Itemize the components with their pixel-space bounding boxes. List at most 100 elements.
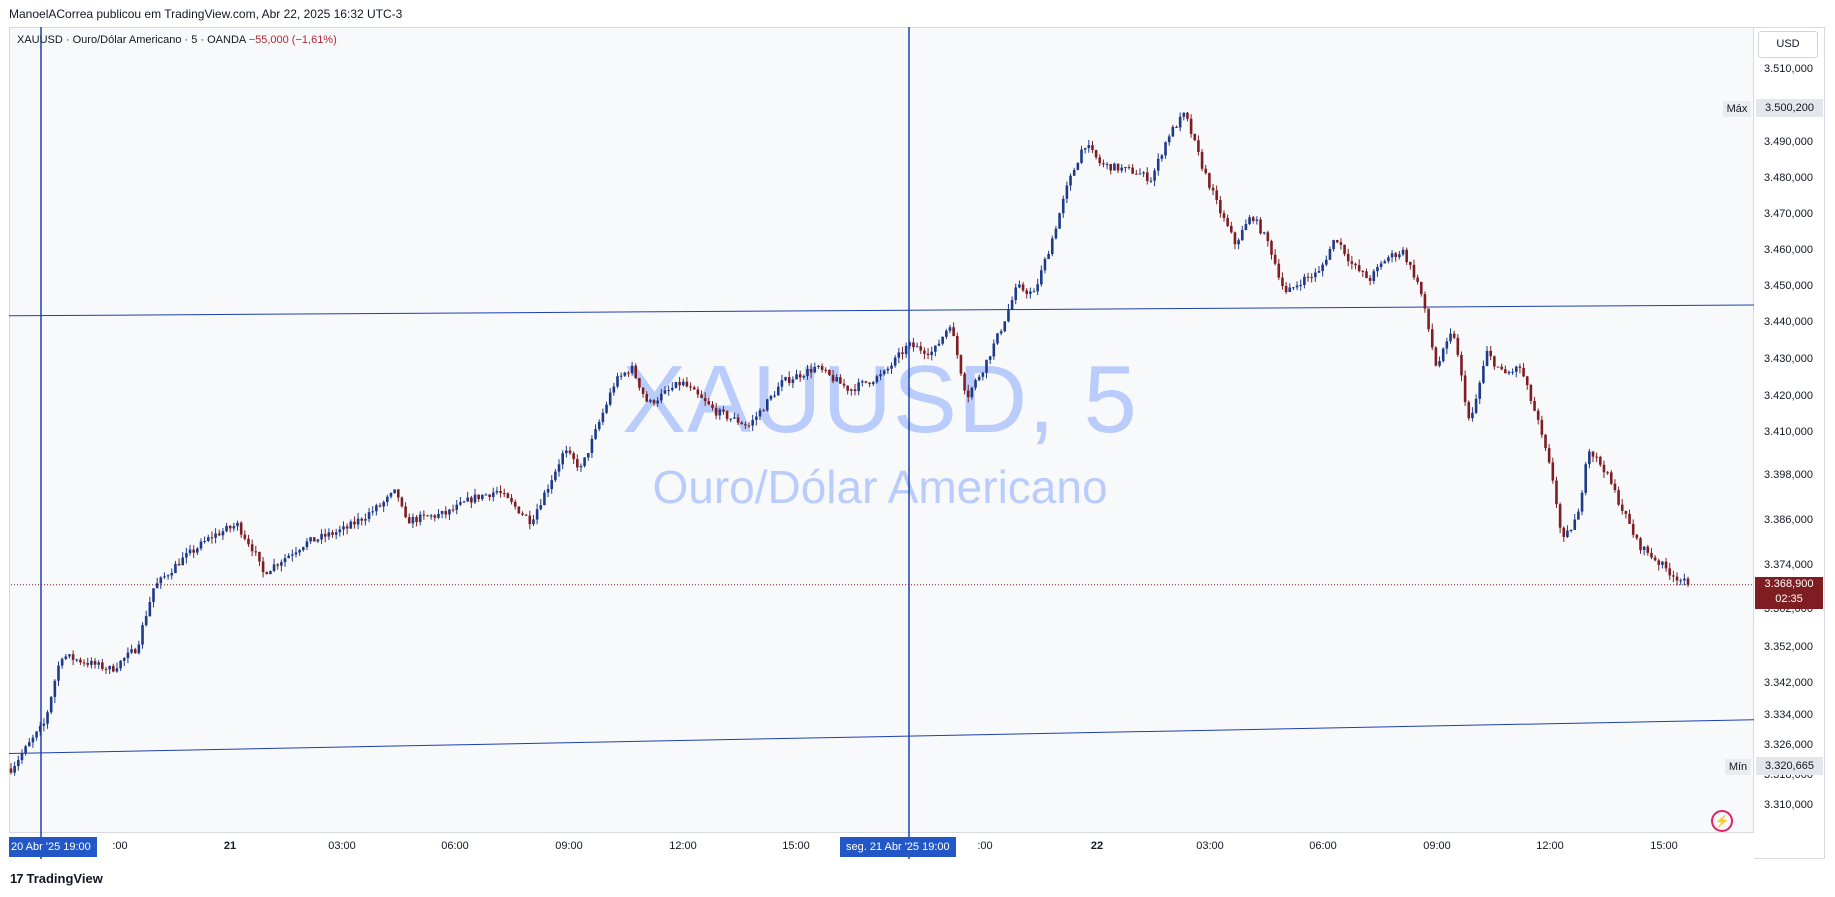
candle-body [974, 380, 977, 388]
lightning-icon[interactable]: ⚡ [1711, 810, 1733, 832]
candle-body [86, 663, 90, 665]
candle-body [1584, 464, 1587, 493]
candle-body [1087, 145, 1091, 149]
candle-body [605, 404, 608, 413]
candle-body [926, 353, 930, 356]
candle-body [1142, 172, 1145, 174]
candle-body [1599, 456, 1602, 465]
candle-body [1500, 366, 1503, 370]
candle-body [495, 491, 499, 493]
candle-body [1365, 271, 1368, 279]
candle-body [1620, 504, 1624, 511]
candle-body [736, 417, 740, 423]
candle-body [1040, 270, 1043, 285]
candle-body [1036, 284, 1039, 292]
candle-body [502, 492, 506, 494]
candle-body [524, 514, 528, 516]
candle-body [663, 390, 667, 394]
last-price-countdown: 02:35 [1775, 593, 1803, 605]
time-tick-label: 21 [223, 840, 237, 852]
candle-body [660, 393, 663, 401]
candle-body [955, 336, 959, 356]
candle-body [1653, 557, 1657, 561]
candle-body [1211, 187, 1215, 191]
candle-body [795, 374, 798, 380]
candle-body [535, 509, 539, 520]
candle-body [250, 544, 254, 552]
candle-body [842, 383, 846, 386]
candle-body [1631, 523, 1635, 535]
candle-body [1266, 232, 1270, 242]
min-value: 3.320,665 [1756, 757, 1823, 775]
candle-body [1555, 480, 1558, 505]
time-tick-label: 15:00 [1650, 840, 1678, 852]
candle-body [331, 532, 334, 535]
candle-body [13, 765, 16, 773]
candle-body [846, 385, 849, 391]
candle-body [594, 429, 597, 439]
candle-body [1343, 244, 1346, 254]
currency-button[interactable]: USD [1758, 31, 1818, 58]
candle-body [269, 570, 272, 575]
candle-body [1164, 142, 1167, 156]
candle-body [1525, 376, 1529, 386]
candle-body [568, 450, 572, 454]
candle-body [108, 666, 111, 670]
trendline [8, 304, 1755, 317]
candle-body [345, 526, 349, 529]
watermark-name: Ouro/Dólar Americano [652, 461, 1108, 513]
candle-body [1047, 254, 1050, 260]
candle-body [912, 342, 915, 348]
candle-body [126, 652, 130, 659]
candle-body [75, 659, 79, 661]
tradingview-logo[interactable]: 17 TradingView [10, 871, 103, 886]
symbol-legend[interactable]: XAUUSD · Ouro/Dólar Americano · 5 · OAND… [17, 34, 337, 46]
candle-body [1156, 158, 1160, 171]
candle-body [1153, 170, 1156, 181]
candle-body [294, 552, 298, 555]
candle-body [1482, 365, 1485, 383]
max-tag: Máx [1723, 101, 1751, 117]
candle-body [1240, 230, 1244, 241]
candle-body [17, 760, 20, 766]
candle-body [1635, 534, 1639, 539]
candle-body [1069, 175, 1072, 186]
watermark-symbol: XAUUSD, 5 [622, 346, 1138, 453]
candle-body [199, 541, 203, 549]
candle-body [882, 370, 886, 375]
candle-body [988, 356, 992, 360]
candle-body [1675, 576, 1679, 581]
candle-body [1058, 213, 1061, 229]
candle-body [1131, 167, 1134, 174]
candle-body [1540, 419, 1544, 435]
candle-body [1668, 568, 1672, 576]
price-axis[interactable] [1754, 27, 1825, 859]
candle-body [1277, 263, 1281, 278]
candle-body [941, 336, 944, 344]
candle-body [543, 492, 546, 506]
price-tick-label: 3.480,000 [1764, 172, 1813, 184]
candle-body [1536, 410, 1540, 420]
candle-body [586, 453, 590, 458]
candle-body [68, 654, 71, 657]
candle-body [590, 438, 594, 454]
candle-body [1273, 254, 1277, 264]
candle-body [966, 390, 970, 398]
candle-body [1138, 173, 1142, 175]
legend-change: −55,000 (−1,61%) [248, 34, 337, 46]
candle-body [433, 515, 437, 518]
candle-body [228, 525, 232, 529]
candle-body [1460, 354, 1463, 376]
candle-body [1441, 348, 1445, 362]
candle-body [1398, 254, 1401, 258]
candle-body [422, 514, 426, 516]
candle-body [992, 343, 996, 357]
candle-body [634, 365, 638, 379]
candle-body [20, 753, 24, 761]
candle-body [309, 537, 312, 542]
candle-body [923, 350, 926, 354]
candle-body [813, 366, 817, 373]
candle-body [1416, 277, 1419, 282]
chart-pane[interactable] [9, 27, 1754, 859]
